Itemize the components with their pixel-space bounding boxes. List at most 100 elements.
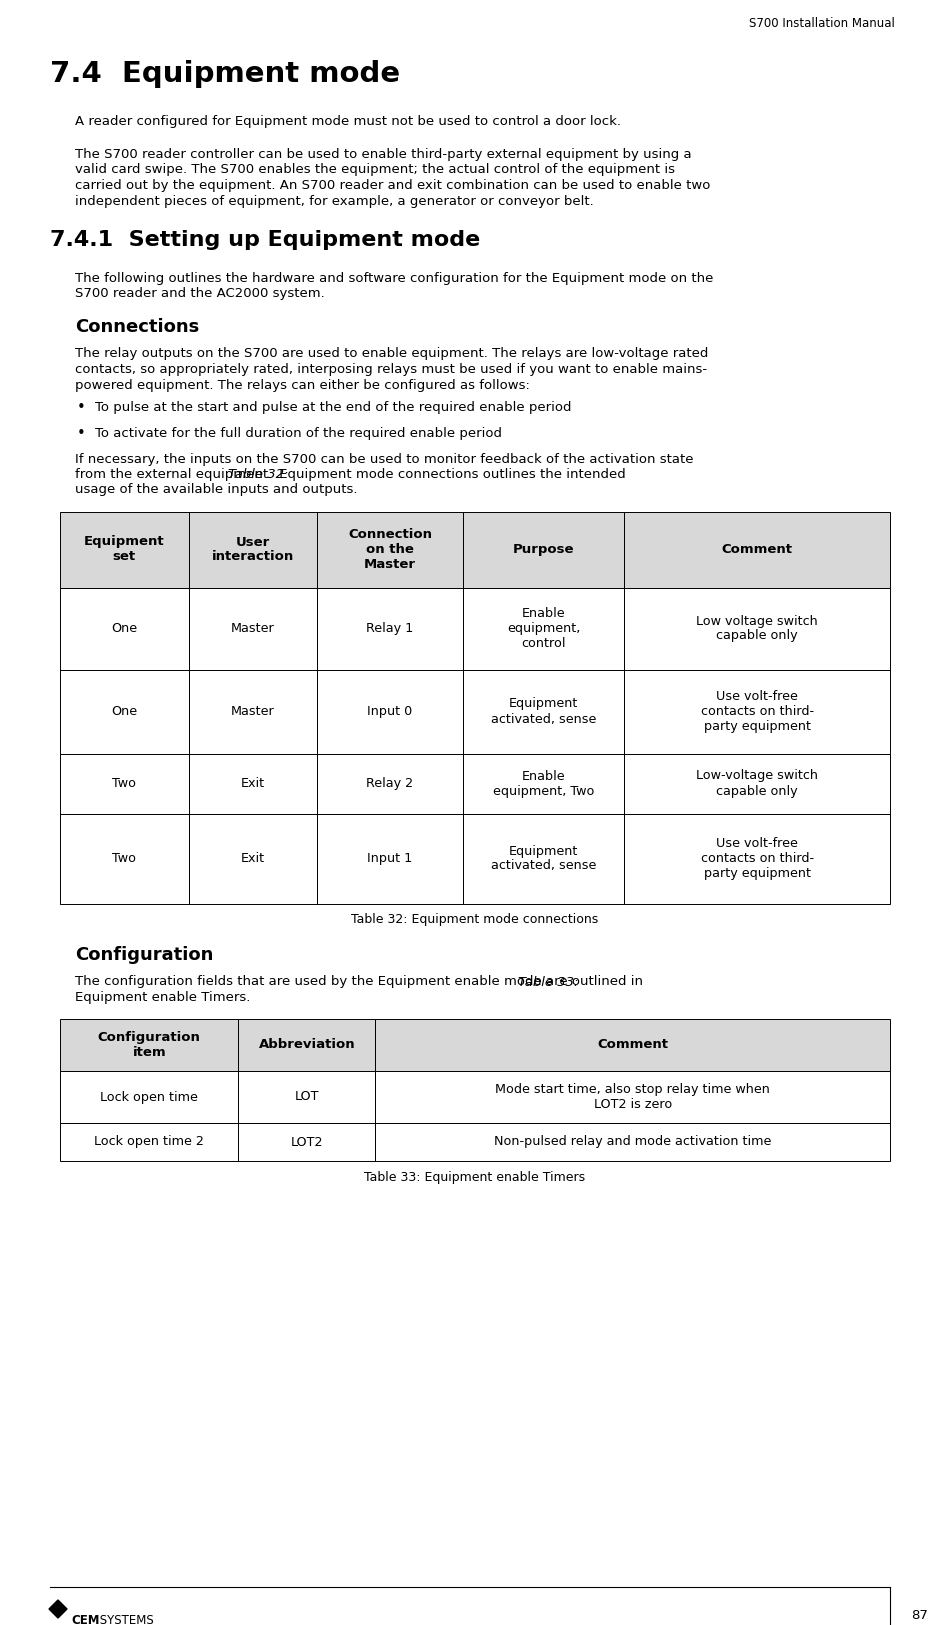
Text: LOT2: LOT2 bbox=[291, 1136, 323, 1149]
Bar bbox=[376, 1019, 890, 1071]
Text: valid card swipe. The S700 enables the equipment; the actual control of the equi: valid card swipe. The S700 enables the e… bbox=[75, 164, 675, 177]
Text: SYSTEMS: SYSTEMS bbox=[96, 1614, 154, 1625]
Bar bbox=[624, 754, 890, 814]
Bar bbox=[463, 814, 624, 904]
Text: Connection
on the
Master: Connection on the Master bbox=[348, 528, 432, 570]
Text: 7.4.1  Setting up Equipment mode: 7.4.1 Setting up Equipment mode bbox=[50, 231, 480, 250]
Text: carried out by the equipment. An S700 reader and exit combination can be used to: carried out by the equipment. An S700 re… bbox=[75, 179, 711, 192]
Text: usage of the available inputs and outputs.: usage of the available inputs and output… bbox=[75, 484, 358, 497]
Polygon shape bbox=[49, 1601, 67, 1618]
Text: •: • bbox=[77, 426, 86, 442]
Bar bbox=[60, 670, 189, 754]
Bar bbox=[317, 670, 463, 754]
Text: One: One bbox=[111, 622, 138, 635]
Text: Exit: Exit bbox=[241, 852, 265, 864]
Text: 87: 87 bbox=[911, 1609, 928, 1622]
Text: The relay outputs on the S700 are used to enable equipment. The relays are low-v: The relay outputs on the S700 are used t… bbox=[75, 348, 708, 361]
Bar bbox=[60, 754, 189, 814]
Text: S700 reader and the AC2000 system.: S700 reader and the AC2000 system. bbox=[75, 288, 325, 301]
Text: CEM: CEM bbox=[71, 1614, 99, 1625]
Text: Purpose: Purpose bbox=[513, 543, 574, 556]
Text: from the external equipment.: from the external equipment. bbox=[75, 468, 277, 481]
Text: To pulse at the start and pulse at the end of the required enable period: To pulse at the start and pulse at the e… bbox=[95, 400, 571, 413]
Bar bbox=[624, 512, 890, 588]
Bar bbox=[189, 588, 317, 670]
Text: independent pieces of equipment, for example, a generator or conveyor belt.: independent pieces of equipment, for exa… bbox=[75, 195, 594, 208]
Text: Equipment mode connections outlines the intended: Equipment mode connections outlines the … bbox=[276, 468, 626, 481]
Text: Table 33:: Table 33: bbox=[517, 975, 578, 988]
Text: Master: Master bbox=[231, 622, 275, 635]
Text: contacts, so appropriately rated, interposing relays must be used if you want to: contacts, so appropriately rated, interp… bbox=[75, 362, 707, 375]
Bar bbox=[189, 754, 317, 814]
Text: Lock open time: Lock open time bbox=[100, 1090, 198, 1103]
Bar bbox=[463, 588, 624, 670]
Bar bbox=[624, 670, 890, 754]
Text: Enable
equipment,
control: Enable equipment, control bbox=[507, 608, 581, 650]
Text: powered equipment. The relays can either be configured as follows:: powered equipment. The relays can either… bbox=[75, 379, 530, 392]
Text: Comment: Comment bbox=[598, 1038, 668, 1051]
Text: Table 32: Equipment mode connections: Table 32: Equipment mode connections bbox=[351, 913, 598, 926]
Text: •: • bbox=[77, 400, 86, 416]
Bar bbox=[189, 814, 317, 904]
Text: Two: Two bbox=[112, 852, 136, 864]
Text: LOT: LOT bbox=[295, 1090, 319, 1103]
Text: One: One bbox=[111, 705, 138, 718]
Bar bbox=[463, 670, 624, 754]
Bar bbox=[239, 1071, 376, 1123]
Text: Input 1: Input 1 bbox=[367, 852, 413, 864]
Bar bbox=[317, 754, 463, 814]
Text: Equipment
activated, sense: Equipment activated, sense bbox=[491, 845, 597, 873]
Bar bbox=[317, 512, 463, 588]
Text: The configuration fields that are used by the Equipment enable mode are outlined: The configuration fields that are used b… bbox=[75, 975, 648, 988]
Bar bbox=[60, 512, 189, 588]
Bar bbox=[239, 1019, 376, 1071]
Text: Use volt-free
contacts on third-
party equipment: Use volt-free contacts on third- party e… bbox=[700, 837, 814, 881]
Bar bbox=[317, 588, 463, 670]
Text: Configuration
item: Configuration item bbox=[98, 1030, 201, 1060]
Bar bbox=[60, 814, 189, 904]
Text: Mode start time, also stop relay time when
LOT2 is zero: Mode start time, also stop relay time wh… bbox=[496, 1082, 770, 1112]
Bar bbox=[463, 512, 624, 588]
Text: User
interaction: User interaction bbox=[211, 536, 295, 564]
Bar bbox=[317, 814, 463, 904]
Bar bbox=[189, 670, 317, 754]
Text: S700 Installation Manual: S700 Installation Manual bbox=[750, 16, 895, 29]
Bar bbox=[60, 1123, 239, 1160]
Bar bbox=[60, 1019, 239, 1071]
Text: A reader configured for Equipment mode must not be used to control a door lock.: A reader configured for Equipment mode m… bbox=[75, 115, 621, 128]
Text: If necessary, the inputs on the S700 can be used to monitor feedback of the acti: If necessary, the inputs on the S700 can… bbox=[75, 452, 694, 465]
Text: Equipment
activated, sense: Equipment activated, sense bbox=[491, 697, 597, 725]
Text: Enable
equipment, Two: Enable equipment, Two bbox=[493, 770, 594, 798]
Text: Non-pulsed relay and mode activation time: Non-pulsed relay and mode activation tim… bbox=[494, 1136, 771, 1149]
Text: Relay 2: Relay 2 bbox=[366, 777, 413, 790]
Text: Low-voltage switch
capable only: Low-voltage switch capable only bbox=[697, 770, 818, 798]
Text: The S700 reader controller can be used to enable third-party external equipment : The S700 reader controller can be used t… bbox=[75, 148, 692, 161]
Bar bbox=[463, 754, 624, 814]
Bar bbox=[624, 588, 890, 670]
Bar bbox=[189, 512, 317, 588]
Text: Low voltage switch
capable only: Low voltage switch capable only bbox=[697, 614, 818, 642]
Text: The following outlines the hardware and software configuration for the Equipment: The following outlines the hardware and … bbox=[75, 271, 714, 284]
Bar bbox=[376, 1123, 890, 1160]
Bar bbox=[376, 1071, 890, 1123]
Text: 7.4  Equipment mode: 7.4 Equipment mode bbox=[50, 60, 400, 88]
Text: Lock open time 2: Lock open time 2 bbox=[94, 1136, 204, 1149]
Text: Table 32:: Table 32: bbox=[228, 468, 288, 481]
Bar bbox=[60, 588, 189, 670]
Text: To activate for the full duration of the required enable period: To activate for the full duration of the… bbox=[95, 426, 502, 439]
Text: Input 0: Input 0 bbox=[367, 705, 413, 718]
Text: Master: Master bbox=[231, 705, 275, 718]
Bar bbox=[239, 1123, 376, 1160]
Text: Configuration: Configuration bbox=[75, 946, 213, 964]
Text: Connections: Connections bbox=[75, 317, 199, 335]
Text: Table 33: Equipment enable Timers: Table 33: Equipment enable Timers bbox=[364, 1172, 585, 1185]
Bar bbox=[624, 814, 890, 904]
Bar bbox=[60, 1071, 239, 1123]
Text: Relay 1: Relay 1 bbox=[366, 622, 413, 635]
Text: Comment: Comment bbox=[722, 543, 793, 556]
Text: Exit: Exit bbox=[241, 777, 265, 790]
Text: Equipment
set: Equipment set bbox=[84, 536, 164, 564]
Text: Two: Two bbox=[112, 777, 136, 790]
Text: Abbreviation: Abbreviation bbox=[259, 1038, 355, 1051]
Text: Equipment enable Timers.: Equipment enable Timers. bbox=[75, 991, 250, 1004]
